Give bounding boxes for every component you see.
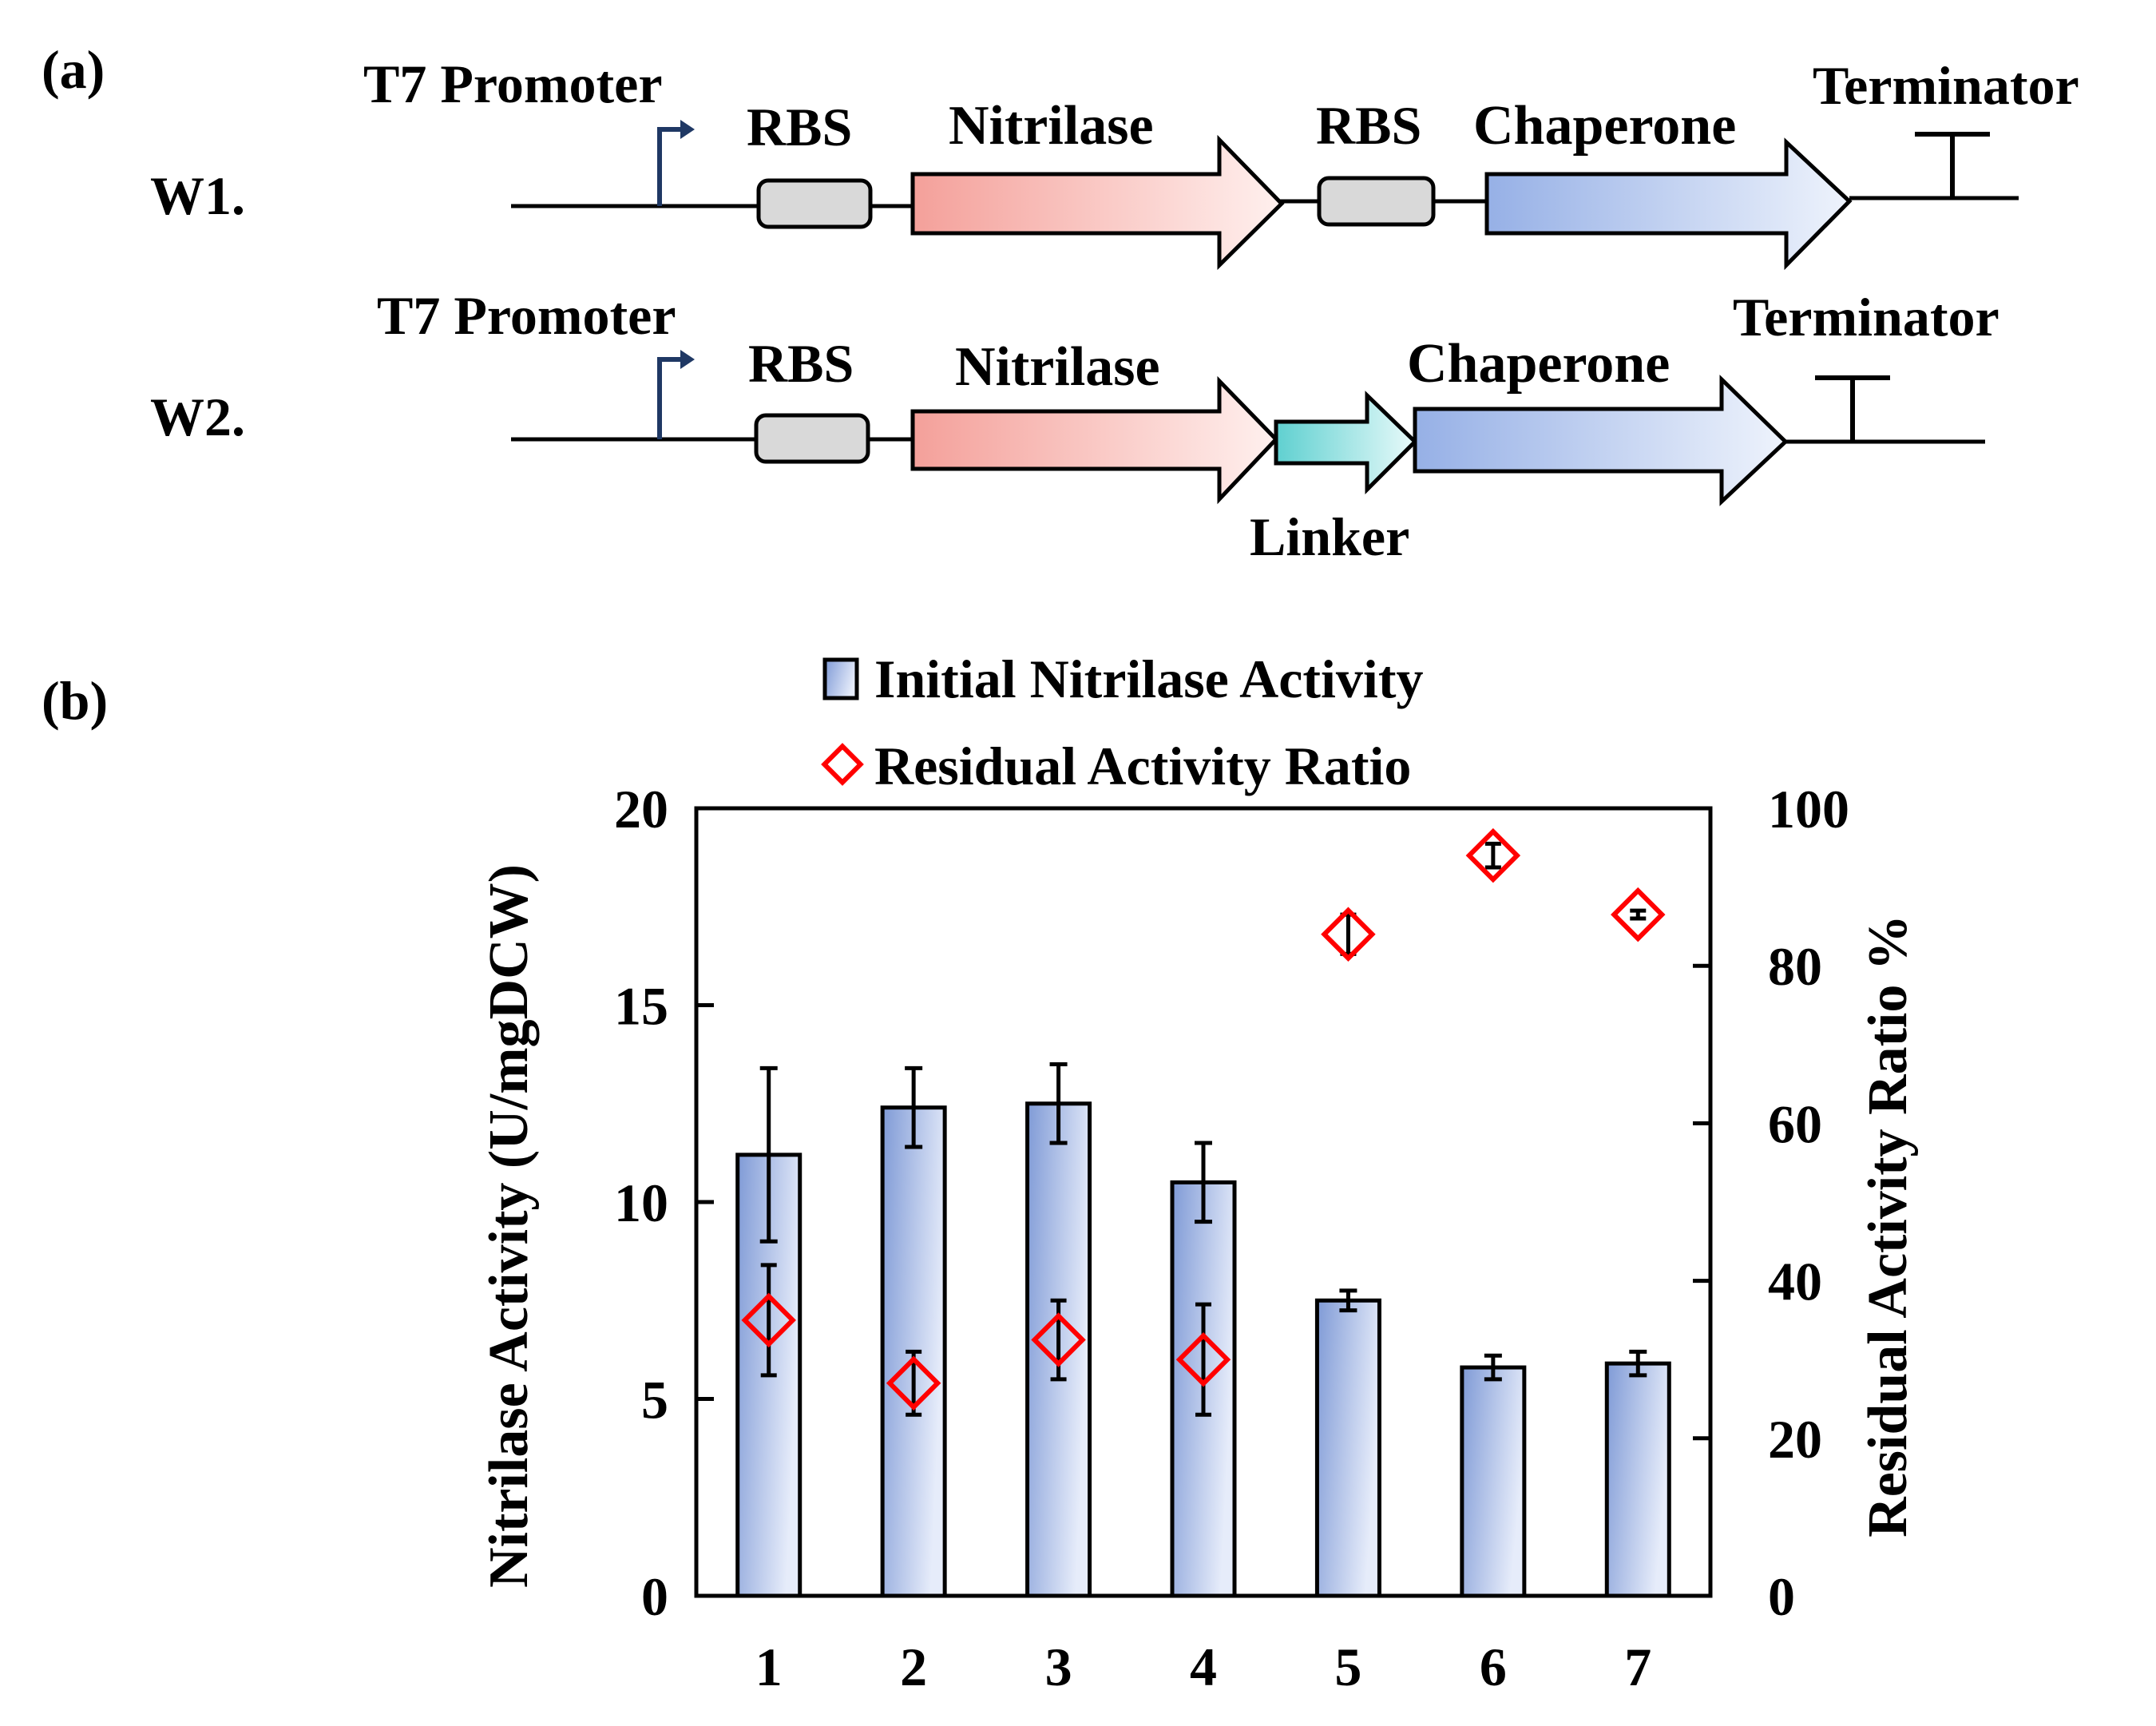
linker-label: Linker (1250, 506, 1409, 567)
y2-tick-label: 40 (1768, 1252, 1822, 1312)
y-tick-label: 0 (641, 1566, 668, 1627)
panel-a-label: (a) (42, 39, 105, 100)
diamond-marker (1175, 1331, 1231, 1387)
panel-b: (b) Initial Nitrilase Activity Residual … (42, 649, 1919, 1697)
promoter-arrowhead-icon (680, 350, 695, 369)
nitrilase-gene-arrow (910, 375, 1279, 505)
x-tick-label: 2 (900, 1637, 927, 1697)
y2-tick-label: 60 (1768, 1093, 1822, 1154)
x-tick-label: 7 (1624, 1637, 1651, 1697)
rbs-box (754, 413, 870, 464)
construct-name: W2. (150, 387, 245, 447)
promoter-arrow-icon (657, 357, 685, 439)
y-axis-label: Nitrilase Activity (U/mgDCW) (478, 864, 540, 1588)
nitrilase-gene-arrow (910, 134, 1285, 270)
legend-bar-swatch (822, 657, 859, 700)
x-axis: 1 2 3 4 5 6 7 (755, 1637, 1652, 1697)
x-tick-label: 6 (1480, 1637, 1507, 1697)
nitrilase-label: Nitrilase (955, 336, 1160, 398)
y-tick-label: 20 (614, 779, 668, 839)
promoter-arrowhead-icon (680, 120, 695, 139)
bar (1604, 1361, 1671, 1598)
y-tick-label: 10 (614, 1172, 668, 1233)
bar (1460, 1365, 1527, 1598)
rbs-box (756, 178, 873, 229)
rbs-label: RBS (748, 333, 854, 394)
chaperone-label: Chaperone (1407, 333, 1670, 395)
x-tick-label: 5 (1334, 1637, 1361, 1697)
rbs-label: RBS (747, 97, 852, 157)
y2-tick-label: 80 (1768, 936, 1822, 997)
x-tick-label: 1 (755, 1637, 783, 1697)
promoter-label: T7 Promoter (363, 54, 663, 114)
construct-name: W1. (150, 165, 245, 226)
marker-series (741, 827, 1666, 1417)
panel-b-label: (b) (42, 670, 108, 731)
y-tick-label: 5 (641, 1370, 668, 1430)
chaperone-gene-arrow (1484, 137, 1853, 271)
legend-diamond-swatch (821, 743, 864, 786)
left-axis: 0 5 10 15 20 (614, 779, 714, 1627)
rbs-box (1317, 176, 1436, 227)
diamond-marker (741, 1292, 796, 1348)
terminator-label: Terminator (1813, 55, 2079, 116)
diamond-marker (1465, 827, 1521, 883)
panel-a: (a) W1. T7 Promoter RBS Nitrilase RBS Ch… (42, 39, 2079, 567)
diamond-marker (1031, 1312, 1086, 1367)
legend-label: Initial Nitrilase Activity (874, 649, 1423, 709)
promoter-label: T7 Promoter (377, 285, 676, 346)
right-axis: 0 20 40 60 80 100 (1693, 779, 1849, 1627)
chaperone-gene-arrow (1413, 375, 1789, 506)
y2-axis-label: Residual Activity Ratio % (1857, 915, 1919, 1538)
x-tick-label: 4 (1190, 1637, 1217, 1697)
terminator-label: Terminator (1733, 287, 1999, 347)
linker-arrow (1274, 391, 1418, 495)
promoter-arrow-icon (657, 127, 685, 206)
chart-legend: Initial Nitrilase Activity Residual Acti… (821, 649, 1423, 796)
plot-area: 0 5 10 15 20 0 20 40 60 80 100 1 2 3 4 5 6 7 (614, 779, 1849, 1697)
diamond-marker (886, 1355, 941, 1411)
y-tick-label: 15 (614, 976, 668, 1037)
bar (1314, 1298, 1381, 1598)
rbs-label: RBS (1316, 95, 1421, 156)
legend-label: Residual Activity Ratio (874, 736, 1411, 796)
diamond-marker (1611, 887, 1666, 942)
y2-tick-label: 20 (1768, 1409, 1822, 1470)
y2-tick-label: 0 (1768, 1566, 1795, 1627)
chaperone-label: Chaperone (1473, 95, 1736, 157)
diamond-marker (1321, 907, 1376, 962)
nitrilase-label: Nitrilase (949, 95, 1154, 157)
x-tick-label: 3 (1045, 1637, 1072, 1697)
construct-w1: W1. T7 Promoter RBS Nitrilase RBS Chaper… (150, 54, 2079, 271)
construct-w2: W2. T7 Promoter RBS Nitrilase Linker Cha… (150, 285, 1999, 567)
y2-tick-label: 100 (1768, 779, 1849, 839)
